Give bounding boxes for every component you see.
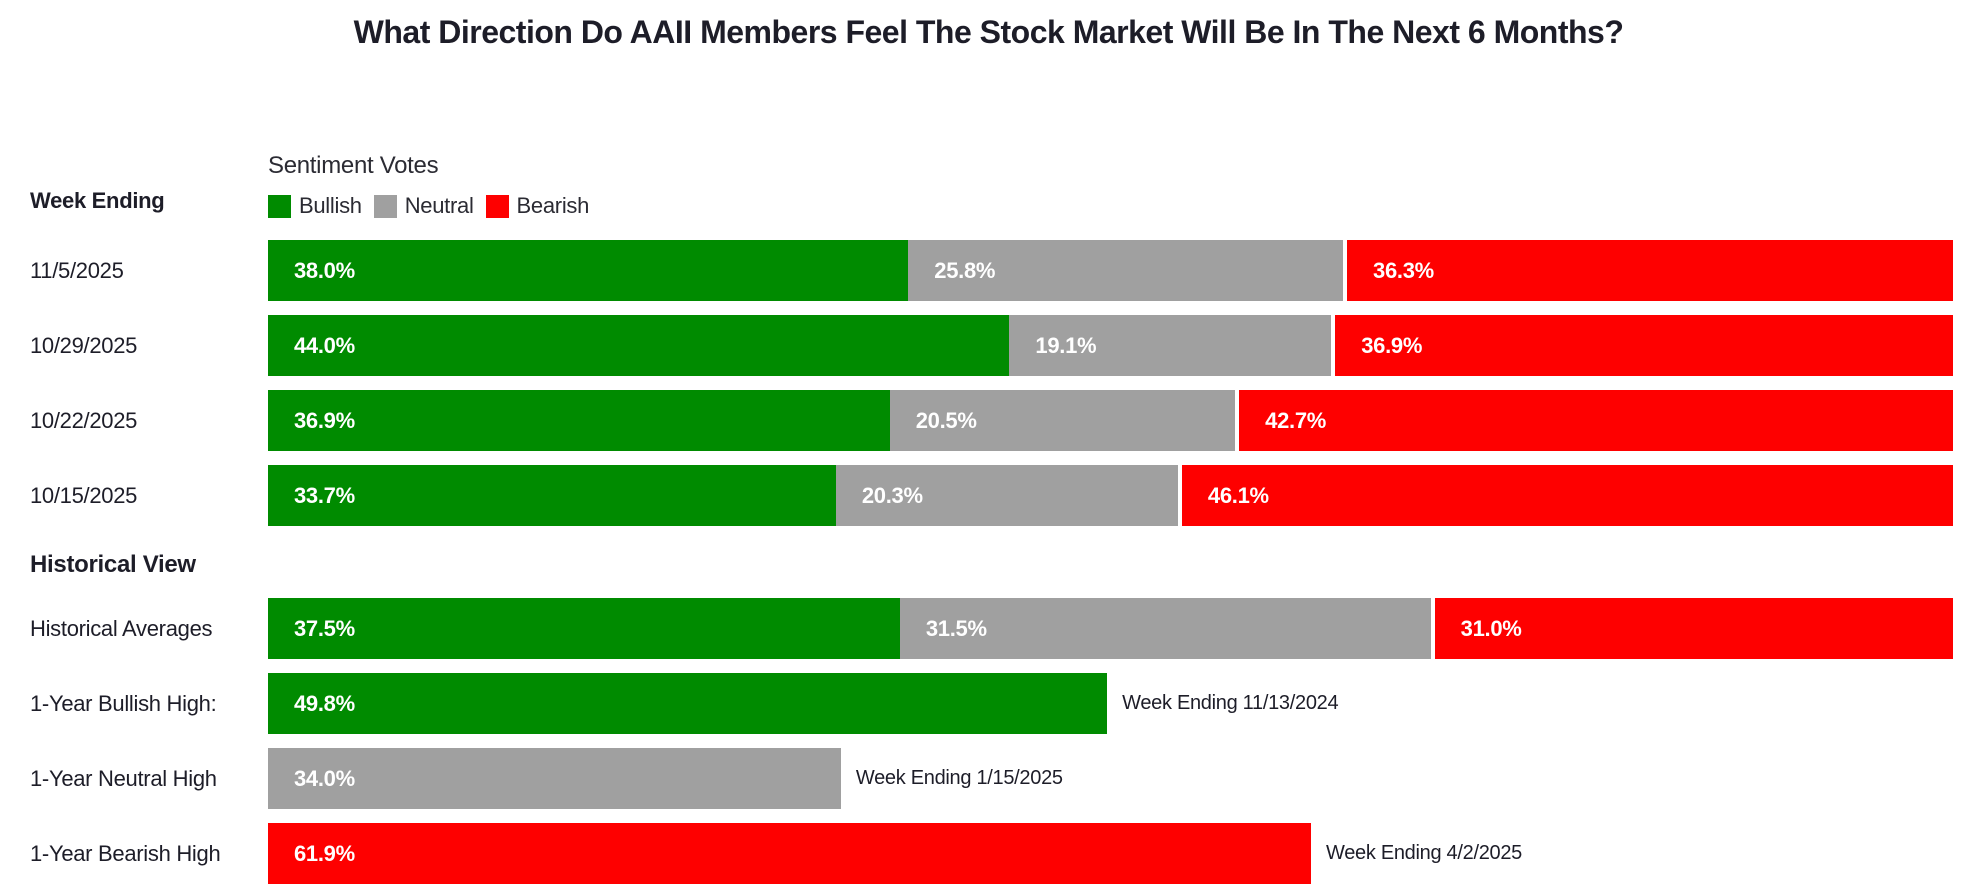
- legend-item-neutral: Neutral: [373, 193, 474, 219]
- bar-segment-bullish: 37.5%: [268, 598, 900, 659]
- left-column-header: Week Ending: [30, 188, 165, 213]
- bar-value-label-bearish: 61.9%: [294, 840, 355, 866]
- bar-value-label-neutral: 25.8%: [934, 257, 996, 283]
- legend: Bullish Neutral Bearish: [268, 193, 601, 219]
- legend-swatch-bearish-icon: [485, 194, 509, 218]
- bar-segment-bearish: 42.7%: [1239, 390, 1953, 451]
- bar-value-label-bearish: 36.3%: [1373, 257, 1434, 283]
- bar-row-1-year-neutral-high: 34.0% Week Ending 1/15/2025: [268, 748, 1953, 809]
- bar-value-label-bullish: 38.0%: [294, 257, 355, 283]
- legend-swatch-bullish-icon: [268, 194, 291, 218]
- legend-label-bearish: Bearish: [516, 193, 590, 218]
- bar-value-label-bullish: 44.0%: [294, 332, 355, 358]
- bar-segment-bullish: 49.8%: [268, 673, 1108, 734]
- bar-value-label-bullish: 33.7%: [294, 482, 355, 508]
- legend-label-neutral: Neutral: [404, 193, 474, 218]
- segment-separator: [1235, 390, 1240, 451]
- bar-row-1-year-bearish-high: 61.9% Week Ending 4/2/2025: [268, 823, 1953, 884]
- bar-segment-neutral: 19.1%: [1009, 315, 1332, 376]
- legend-swatch-neutral-icon: [373, 194, 397, 218]
- bar-segment-neutral: 25.8%: [908, 240, 1344, 301]
- bar-segment-bullish: 38.0%: [268, 240, 909, 301]
- bar-value-label-bearish: 31.0%: [1460, 615, 1522, 641]
- bar-segment-bearish: 31.0%: [1434, 598, 1953, 659]
- segment-separator: [1343, 240, 1348, 301]
- segment-separator: [1430, 598, 1435, 659]
- bar-row-10-29-2025: 44.0% 19.1% 36.9%: [268, 315, 1953, 376]
- row-label-10-29-2025: 10/29/2025: [30, 332, 138, 358]
- bar-value-label-bullish: 37.5%: [294, 615, 355, 641]
- bar-segment-neutral: 20.5%: [889, 390, 1236, 451]
- bar-value-label-neutral: 20.5%: [915, 407, 977, 433]
- legend-item-bullish: Bullish: [268, 193, 362, 219]
- bar-row-11-5-2025: 38.0% 25.8% 36.3%: [268, 240, 1953, 301]
- bar-value-label-bullish: 49.8%: [294, 690, 355, 716]
- bar-value-label-bullish: 36.9%: [294, 407, 355, 433]
- bar-segment-neutral: 31.5%: [899, 598, 1431, 659]
- bar-segment-neutral: 34.0%: [268, 748, 841, 809]
- segment-separator: [1331, 315, 1336, 376]
- bar-row-1-year-bullish-high: 49.8% Week Ending 11/13/2024: [268, 673, 1953, 734]
- bar-segment-neutral: 20.3%: [835, 465, 1178, 526]
- row-label-10-15-2025: 10/15/2025: [30, 482, 138, 508]
- bar-value-label-neutral: 20.3%: [861, 482, 923, 508]
- bar-segment-bullish: 44.0%: [268, 315, 1010, 376]
- row-label-historical-averages: Historical Averages: [30, 615, 213, 641]
- row-label-1-year-bullish-high: 1-Year Bullish High:: [30, 690, 217, 716]
- bar-annotation-1-year-bullish-high: Week Ending 11/13/2024: [1122, 692, 1339, 714]
- legend-label-bullish: Bullish: [299, 193, 362, 218]
- chart-title: What Direction Do AAII Members Feel The …: [353, 14, 1624, 50]
- bar-annotation-1-year-bearish-high: Week Ending 4/2/2025: [1326, 842, 1523, 864]
- row-label-11-5-2025: 11/5/2025: [30, 257, 124, 283]
- segment-separator: [1177, 465, 1182, 526]
- row-label-1-year-neutral-high: 1-Year Neutral High: [30, 765, 217, 791]
- bar-segment-bearish: 36.3%: [1347, 240, 1953, 301]
- bar-segment-bearish: 36.9%: [1335, 315, 1953, 376]
- bar-row-10-22-2025: 36.9% 20.5% 42.7%: [268, 390, 1953, 451]
- bar-value-label-neutral: 34.0%: [294, 765, 355, 791]
- bar-segment-bullish: 36.9%: [268, 390, 890, 451]
- legend-title: Sentiment Votes: [268, 152, 439, 179]
- legend-item-bearish: Bearish: [485, 193, 590, 219]
- bar-row-historical-averages: 37.5% 31.5% 31.0%: [268, 598, 1953, 659]
- bar-segment-bearish: 46.1%: [1181, 465, 1953, 526]
- row-label-1-year-bearish-high: 1-Year Bearish High: [30, 840, 221, 866]
- bar-value-label-bearish: 36.9%: [1361, 332, 1423, 358]
- bar-annotation-1-year-neutral-high: Week Ending 1/15/2025: [855, 767, 1063, 789]
- bar-row-10-15-2025: 33.7% 20.3% 46.1%: [268, 465, 1953, 526]
- bar-value-label-neutral: 19.1%: [1035, 332, 1097, 358]
- bar-value-label-bearish: 46.1%: [1207, 482, 1269, 508]
- section-heading-historical-view: Historical View: [30, 551, 196, 578]
- bar-segment-bullish: 33.7%: [268, 465, 836, 526]
- bar-segment-bearish: 61.9%: [268, 823, 1311, 884]
- bar-value-label-neutral: 31.5%: [925, 615, 987, 641]
- row-label-10-22-2025: 10/22/2025: [30, 407, 138, 433]
- bar-value-label-bearish: 42.7%: [1265, 407, 1327, 433]
